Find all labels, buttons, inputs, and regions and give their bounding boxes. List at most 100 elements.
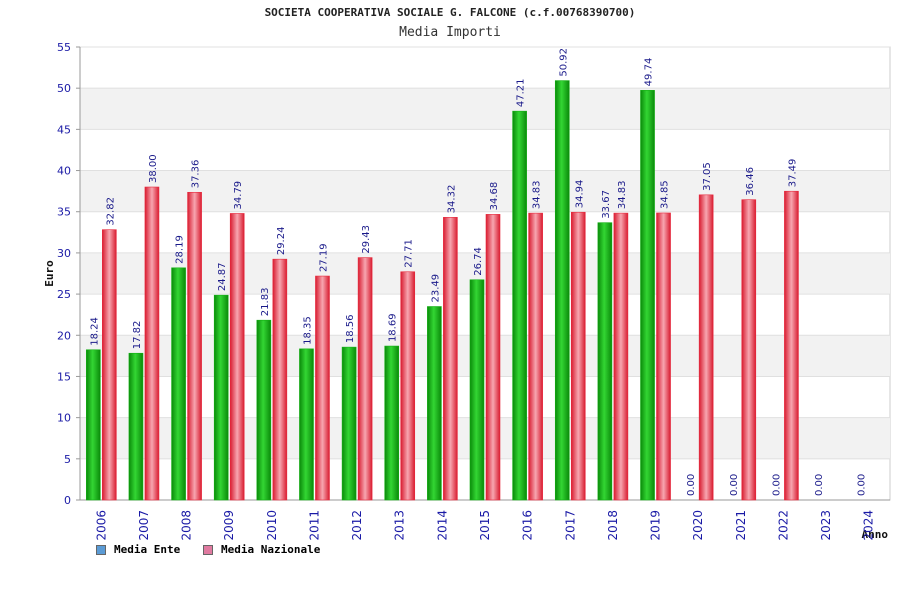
y-tick-label: 50 [57,82,71,95]
x-tick-label: 2010 [265,510,279,541]
bar-media-nazionale [528,212,543,501]
y-tick-label: 20 [57,329,71,342]
legend-label-ente: Media Ente [114,543,181,556]
data-label: 34.68 [489,182,500,211]
bar-media-nazionale [443,217,458,501]
bar-media-nazionale [272,258,288,501]
data-label: 0.00 [686,474,697,496]
x-tick-label: 2023 [819,510,833,541]
data-label: 32.82 [105,197,116,226]
x-tick-label: 2018 [606,510,620,541]
bar-media-nazionale [357,257,373,501]
bar-media-ente [597,222,613,501]
x-tick-label: 2014 [435,510,449,541]
data-label: 18.35 [302,316,313,345]
bar-media-nazionale [229,213,245,501]
bar-media-nazionale [485,214,501,501]
data-label: 0.00 [771,474,782,496]
legend-item-nazionale: Media Nazionale [203,543,320,556]
y-axis-title: Euro [43,260,56,287]
bar-media-ente [512,110,527,501]
y-tick-label: 10 [57,412,71,425]
bar-media-nazionale [315,275,330,501]
data-label: 37.36 [191,160,202,189]
bar-media-ente [640,90,655,501]
x-tick-label: 2006 [94,510,108,541]
chart-subtitle: Media Importi [399,25,501,40]
x-tick-label: 2009 [222,510,236,541]
x-tick-label: 2017 [563,510,577,541]
y-tick-label: 45 [57,123,71,136]
x-tick-label: 2007 [137,510,151,541]
data-label: 18.69 [388,313,399,342]
data-label: 27.19 [318,243,329,272]
data-label: 21.83 [260,288,271,317]
data-label: 18.24 [89,317,100,346]
bar-media-nazionale [144,186,160,501]
bar-media-nazionale [741,199,757,501]
x-tick-label: 2022 [776,510,790,541]
data-label: 49.74 [644,58,655,87]
bar-media-ente [427,306,442,501]
chart-title: SOCIETA COOPERATIVA SOCIALE G. FALCONE (… [264,6,636,19]
bar-media-ente [128,352,144,501]
data-label: 24.87 [217,263,228,292]
x-tick-label: 2015 [478,510,492,541]
y-tick-label: 5 [64,453,71,466]
data-label: 34.94 [574,180,585,209]
bar-media-ente [554,80,570,501]
data-label: 23.49 [430,274,441,303]
data-label: 0.00 [857,474,868,496]
legend-label-nazionale: Media Nazionale [221,543,321,556]
x-tick-label: 2011 [307,510,321,541]
legend-swatch-ente [96,544,106,555]
y-tick-label: 15 [57,370,71,383]
x-tick-label: 2024 [862,510,876,541]
y-tick-label: 55 [57,41,71,54]
data-label: 0.00 [729,474,740,496]
data-label: 47.21 [516,79,527,108]
bar-media-nazionale [698,194,714,501]
x-tick-label: 2020 [691,510,705,541]
bar-media-ente [213,294,229,501]
bar-media-nazionale [570,211,586,501]
data-label: 18.56 [345,314,356,343]
y-tick-label: 35 [57,206,71,219]
legend-item-ente: Media Ente [96,543,180,556]
bar-media-nazionale [613,212,629,501]
bar-media-ente [256,319,272,501]
data-label: 17.82 [132,321,143,350]
data-label: 26.74 [473,247,484,276]
x-axis-title: Anno [862,528,889,541]
x-tick-label: 2008 [180,510,194,541]
data-label: 29.24 [276,227,287,256]
data-label: 34.85 [660,180,671,209]
data-label: 28.19 [175,235,186,264]
bar-media-ente [86,349,101,501]
x-tick-label: 2021 [734,510,748,541]
x-tick-label: 2012 [350,510,364,541]
x-tick-label: 2019 [649,510,663,541]
bar-media-ente [299,348,314,501]
data-label: 33.67 [601,190,612,219]
x-tick-label: 2016 [521,510,535,541]
data-label: 36.46 [745,167,756,196]
data-label: 50.92 [558,48,569,77]
data-label: 27.71 [404,239,415,268]
y-tick-label: 25 [57,288,71,301]
bar-media-ente [469,279,485,501]
bar-media-nazionale [784,190,799,501]
data-label: 34.83 [532,180,543,209]
y-tick-label: 30 [57,247,71,260]
data-label: 37.49 [787,159,798,188]
bar-media-nazionale [656,212,671,501]
grid-band [80,88,890,130]
data-label: 34.79 [233,181,244,210]
data-label: 38.00 [148,154,159,183]
x-tick-label: 2013 [393,510,407,541]
bar-media-nazionale [187,191,202,501]
bar-media-nazionale [400,271,416,501]
data-label: 34.32 [446,185,457,214]
bar-media-nazionale [102,229,117,501]
